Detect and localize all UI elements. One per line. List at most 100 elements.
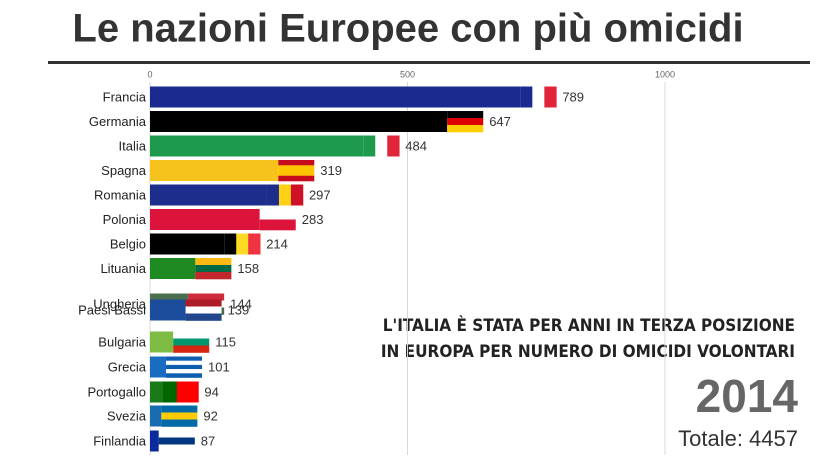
category-label: Portogallo (87, 384, 146, 399)
flag-stripe (161, 405, 198, 413)
bar (150, 356, 167, 378)
flag-stripe (158, 444, 195, 452)
flag-stripe (169, 381, 178, 403)
flag-stripe (259, 219, 296, 231)
flag-stripe (162, 381, 170, 403)
flag-stripe (166, 360, 203, 366)
flag-stripe (166, 364, 203, 370)
flag-stripe (158, 437, 195, 445)
value-label: 94 (204, 384, 218, 399)
value-label: 214 (266, 236, 288, 251)
flag-stripe (195, 272, 232, 280)
category-label: Germania (89, 114, 147, 129)
bar (150, 184, 267, 206)
chart-title: Le nazioni Europee con più omicidi (72, 7, 743, 51)
x-tick-label: 500 (400, 69, 415, 79)
flag-stripe (278, 170, 315, 177)
value-label: 87 (201, 433, 215, 448)
bar (150, 331, 174, 353)
flag-stripe (520, 86, 533, 108)
flag-stripe (184, 381, 192, 403)
value-label: 297 (309, 187, 331, 202)
flag-stripe (185, 313, 222, 321)
flag-stripe (363, 135, 376, 157)
bar (150, 233, 225, 255)
category-label: Lituania (100, 261, 146, 276)
bar (150, 258, 196, 279)
flag-stripe (176, 381, 185, 403)
flag-stripe (166, 373, 203, 378)
category-label: Belgio (110, 236, 146, 251)
value-label: 115 (215, 334, 236, 349)
category-label: Grecia (108, 359, 147, 374)
flag-stripe (224, 233, 237, 255)
flag-stripe (290, 184, 304, 206)
year: 2014 (696, 370, 799, 422)
flag-stripe (161, 419, 198, 427)
value-label: 158 (237, 261, 259, 276)
flag-stripe (173, 345, 210, 353)
value-label: 92 (203, 408, 217, 423)
flag-stripe (375, 135, 388, 157)
category-label: Ungheria (93, 296, 147, 311)
flag-stripe (447, 111, 484, 119)
flag-stripe (158, 430, 195, 438)
bar (150, 135, 364, 157)
category-label: Italia (119, 138, 147, 153)
bar (150, 160, 279, 181)
flag-stripe (278, 175, 315, 182)
x-tick-label: 1000 (655, 69, 675, 79)
category-label: Bulgaria (98, 334, 146, 349)
flag-stripe (161, 412, 198, 420)
category-label: Finlandia (93, 433, 147, 448)
flag-stripe (278, 184, 292, 206)
bar (150, 405, 162, 427)
value-label: 144 (230, 296, 252, 311)
flag-stripe (447, 125, 484, 133)
category-label: Spagna (101, 163, 147, 178)
bar (150, 209, 260, 230)
flag-stripe (191, 381, 199, 403)
flag-stripe (195, 265, 232, 273)
total: Totale: 4457 (678, 426, 798, 451)
value-label: 484 (405, 138, 427, 153)
flag-stripe (173, 338, 210, 346)
annotation: IN EUROPA PER NUMERO DI OMICIDI VOLONTAR… (381, 342, 795, 362)
value-label: 283 (302, 212, 324, 227)
flag-stripe (236, 233, 249, 255)
value-label: 789 (562, 89, 584, 104)
flag-stripe (259, 209, 296, 220)
bar (150, 86, 521, 108)
category-label: Svezia (107, 408, 147, 423)
category-label: Polonia (103, 212, 147, 227)
flag-stripe (185, 299, 222, 307)
flag-stripe (173, 331, 210, 339)
value-label: 319 (320, 163, 342, 178)
flag-stripe (248, 233, 261, 255)
category-label: Romania (94, 187, 147, 202)
value-label: 139 (228, 302, 250, 317)
x-tick-label: 0 (147, 69, 152, 79)
bar (150, 381, 163, 403)
flag-stripe (188, 293, 225, 301)
value-label: 647 (489, 114, 511, 129)
flag-stripe (195, 258, 232, 266)
flag-stripe (166, 356, 203, 361)
flag-stripe (185, 306, 222, 314)
flag-stripe (544, 86, 557, 108)
bar (150, 430, 159, 452)
bar (150, 299, 186, 321)
flag-stripe (387, 135, 400, 157)
title-rule (48, 61, 810, 64)
flag-stripe (278, 160, 315, 166)
bar (150, 111, 448, 132)
annotation: L'ITALIA È STATA PER ANNI IN TERZA POSIZ… (383, 314, 795, 336)
flag-stripe (278, 165, 315, 171)
category-label: Paesi Bassi (78, 302, 146, 317)
category-label: Francia (103, 89, 147, 104)
flag-stripe (447, 118, 484, 126)
flag-stripe (166, 369, 203, 374)
flag-stripe (532, 86, 545, 108)
flag-stripe (266, 184, 280, 206)
